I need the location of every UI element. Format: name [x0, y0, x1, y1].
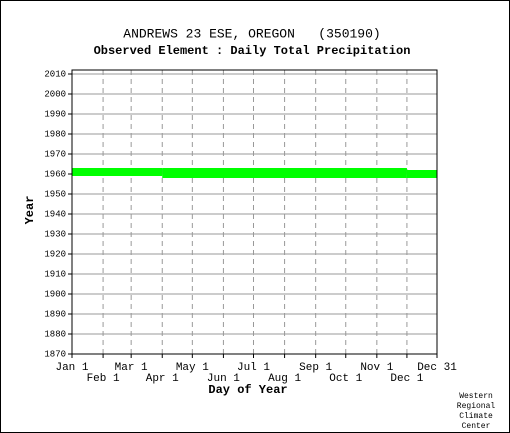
data-band	[162, 168, 407, 178]
x-tick-label: Nov 1	[360, 362, 393, 374]
x-tick-label: Jun 1	[207, 373, 240, 385]
credit-line: Western	[459, 392, 493, 401]
y-tick-label: 1910	[44, 269, 66, 279]
y-tick-label: 1940	[44, 209, 66, 219]
x-tick-label: Aug 1	[268, 373, 301, 385]
chart-subtitle: Observed Element : Daily Total Precipita…	[94, 44, 411, 58]
y-tick-label: 1900	[44, 289, 66, 299]
y-tick-label: 1960	[44, 169, 66, 179]
data-band	[72, 168, 163, 176]
data-band	[406, 170, 437, 178]
plot-border	[71, 69, 438, 355]
x-tick-label: Mar 1	[115, 362, 148, 374]
y-tick-label: 1970	[44, 149, 66, 159]
y-tick-label: 1870	[44, 349, 66, 359]
y-tick-label: 1930	[44, 229, 66, 239]
y-tick-label: 2000	[44, 89, 66, 99]
y-axis-label: Year	[23, 196, 37, 225]
credit-line: Center	[462, 422, 491, 431]
x-tick-label: Oct 1	[329, 373, 362, 385]
x-axis-label: Day of Year	[208, 383, 287, 397]
credit-line: Regional	[457, 402, 496, 411]
y-tick-label: 1980	[44, 129, 66, 139]
y-tick-label: 1950	[44, 189, 66, 199]
x-tick-label: Sep 1	[299, 362, 332, 374]
x-tick-label: Jul 1	[237, 362, 270, 374]
x-tick-label: Apr 1	[146, 373, 179, 385]
x-tick-label: May 1	[176, 362, 209, 374]
chart-title: ANDREWS 23 ESE, OREGON (350190)	[123, 26, 380, 41]
y-tick-label: 2010	[44, 69, 66, 79]
x-tick-label: Dec 1	[390, 373, 423, 385]
x-tick-label: Dec 31	[417, 362, 457, 374]
x-tick-label: Feb 1	[87, 373, 120, 385]
y-tick-label: 1990	[44, 109, 66, 119]
y-tick-label: 1890	[44, 309, 66, 319]
y-tick-label: 1920	[44, 249, 66, 259]
y-tick-label: 1880	[44, 329, 66, 339]
credit-line: Climate	[459, 412, 493, 421]
x-tick-label: Jan 1	[55, 362, 88, 374]
